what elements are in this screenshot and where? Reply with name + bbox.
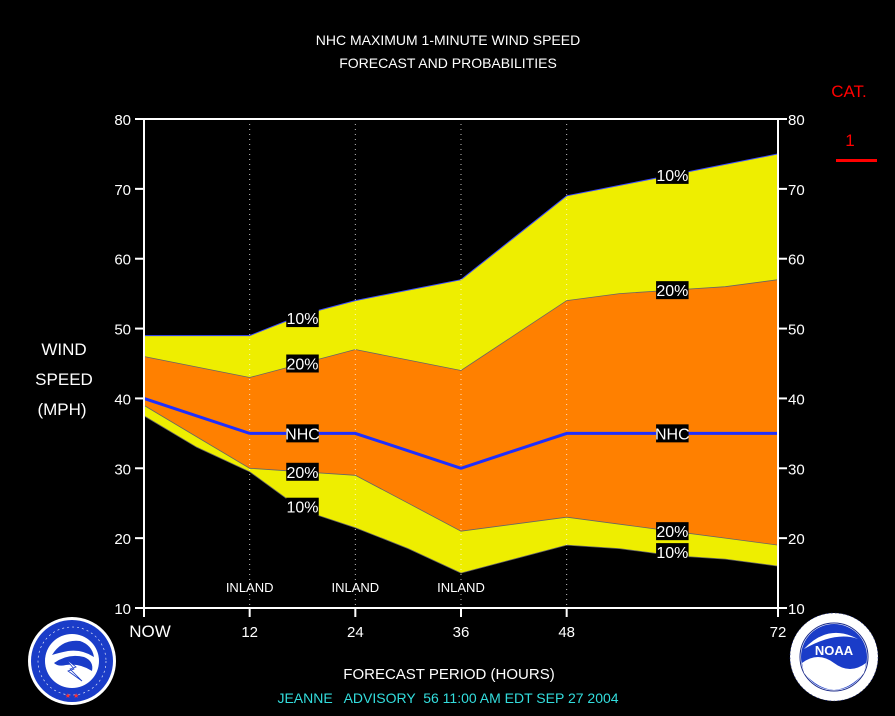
series-label-box [286, 497, 319, 516]
y-tick-label-right: 20 [788, 531, 805, 548]
nws-logo-icon: ★ ★ [28, 617, 116, 705]
y-tick-label-right: 60 [788, 252, 805, 269]
series-label-box [286, 424, 319, 443]
series-label-text: 20% [656, 283, 688, 300]
y-axis-label-line-1: WIND [41, 340, 86, 359]
chart-subtitle: FORECAST AND PROBABILITIES [339, 55, 557, 71]
series-label-text: 10% [656, 168, 688, 185]
series-label-text: 10% [286, 311, 318, 328]
y-tick-label-left: 80 [114, 112, 131, 129]
inland-label: INLAND [437, 580, 485, 595]
noaa-logo-text: NOAA [815, 643, 854, 658]
series-label-box [656, 522, 689, 541]
y-tick-label-left: 10 [114, 601, 131, 618]
series-label-box [656, 543, 689, 562]
y-tick-label-right: 70 [788, 182, 805, 199]
series-label-box [286, 462, 319, 481]
x-tick-label: NOW [129, 622, 171, 641]
x-tick-label: 24 [347, 624, 364, 641]
series-label-text: 20% [656, 524, 688, 541]
noaa-logo-icon: NOAA [789, 612, 879, 702]
inland-label: INLAND [226, 580, 274, 595]
series-label-box [286, 354, 319, 373]
band-20-percent [144, 279, 778, 546]
y-tick-label-left: 20 [114, 531, 131, 548]
series-label-box [656, 281, 689, 300]
series-label: 10% [656, 543, 689, 562]
svg-text:★ ★: ★ ★ [65, 692, 80, 700]
x-tick-label: 12 [241, 624, 258, 641]
series-label-box [656, 165, 689, 184]
y-tick-label-right: 40 [788, 391, 805, 408]
series-label-text: 20% [286, 357, 318, 374]
y-tick-label-right: 10 [788, 601, 805, 618]
series-label: 20% [656, 281, 689, 300]
series-label: 10% [286, 497, 319, 517]
series-label: 20% [286, 462, 319, 482]
x-tick-label: 48 [558, 624, 575, 641]
series-label: 20% [656, 522, 689, 541]
category-swatch [836, 159, 877, 162]
series-label: NHC [285, 424, 320, 443]
chart-title: NHC MAXIMUM 1-MINUTE WIND SPEED [316, 32, 580, 48]
series-label-text: NHC [285, 426, 320, 443]
y-axis-label-line-3: (MPH) [37, 400, 86, 419]
series-label-box [286, 309, 319, 328]
advisory-text: JEANNE ADVISORY 56 11:00 AM EDT SEP 27 2… [277, 690, 618, 706]
inland-label: INLAND [331, 580, 379, 595]
series-label: 10% [286, 309, 319, 328]
series-label-text: 10% [656, 545, 688, 562]
series-label: 20% [286, 354, 319, 374]
y-tick-label-left: 40 [114, 391, 131, 408]
x-tick-label: 72 [770, 624, 787, 641]
y-axis-label-line-2: SPEED [35, 370, 93, 389]
series-labels: 10% 20% NHC 20% 10% 10% 20% NHC 20% 10% [285, 165, 690, 562]
category-label: CAT. [831, 82, 867, 101]
y-tick-label-left: 70 [114, 182, 131, 199]
y-tick-label-right: 30 [788, 461, 805, 478]
x-tick-label: 36 [453, 624, 470, 641]
series-label: NHC [655, 424, 690, 443]
series-label-text: 10% [286, 500, 318, 517]
y-tick-label-left: 30 [114, 461, 131, 478]
category-value: 1 [845, 131, 854, 150]
axes: 10 10 20 20 30 30 40 40 50 50 60 60 70 70 80 80 NOW 12 24 3… [114, 112, 804, 641]
y-tick-label-left: 60 [114, 252, 131, 269]
series-label-text: 20% [286, 465, 318, 482]
y-tick-label-left: 50 [114, 322, 131, 339]
y-tick-label-right: 80 [788, 112, 805, 129]
series-label: 10% [656, 165, 689, 185]
y-tick-label-right: 50 [788, 322, 805, 339]
series-label-box [656, 424, 689, 443]
series-label-text: NHC [655, 426, 690, 443]
x-axis-label: FORECAST PERIOD (HOURS) [343, 666, 554, 683]
